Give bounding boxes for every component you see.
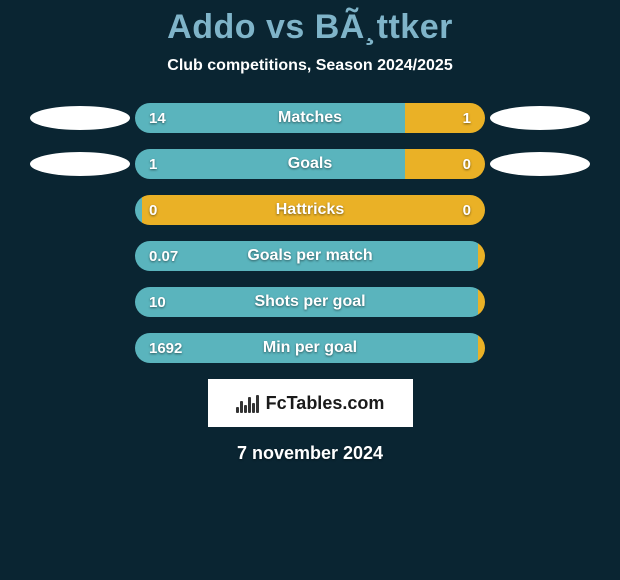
stat-bar: Min per goal1692 <box>135 333 485 363</box>
stat-row: Min per goal1692 <box>10 333 610 363</box>
player1-marker <box>25 106 135 130</box>
brand-badge: FcTables.com <box>208 379 413 427</box>
stat-row: Goals10 <box>10 149 610 179</box>
stat-value-player2: 1 <box>449 103 485 133</box>
fctables-icon <box>236 393 260 413</box>
stat-value-player2 <box>457 287 485 317</box>
stat-row: Shots per goal10 <box>10 287 610 317</box>
stats-card: Addo vs BÃ¸ttker Club competitions, Seas… <box>0 0 620 580</box>
ellipse-icon <box>490 106 590 130</box>
stat-value-player2 <box>457 333 485 363</box>
stat-value-player1: 1 <box>135 149 171 179</box>
stat-bar: Goals10 <box>135 149 485 179</box>
bar-segment-player1 <box>135 287 478 317</box>
ellipse-icon <box>30 152 130 176</box>
bar-segment-player1 <box>135 149 405 179</box>
stat-bar: Matches141 <box>135 103 485 133</box>
player2-marker <box>485 152 595 176</box>
stat-bar: Goals per match0.07 <box>135 241 485 271</box>
stat-row: Goals per match0.07 <box>10 241 610 271</box>
stat-value-player1: 0.07 <box>135 241 192 271</box>
player2-marker <box>485 106 595 130</box>
stat-value-player1: 0 <box>135 195 171 225</box>
stat-value-player2: 0 <box>449 195 485 225</box>
stat-rows: Matches141Goals10Hattricks00Goals per ma… <box>10 103 610 363</box>
player1-marker <box>25 152 135 176</box>
stat-value-player1: 10 <box>135 287 180 317</box>
stat-row: Matches141 <box>10 103 610 133</box>
stat-bar: Shots per goal10 <box>135 287 485 317</box>
stat-bar: Hattricks00 <box>135 195 485 225</box>
brand-text: FcTables.com <box>266 393 385 414</box>
subtitle: Club competitions, Season 2024/2025 <box>10 57 610 75</box>
stat-value-player2: 0 <box>449 149 485 179</box>
ellipse-icon <box>30 106 130 130</box>
stat-value-player1: 1692 <box>135 333 196 363</box>
ellipse-icon <box>490 152 590 176</box>
stat-value-player1: 14 <box>135 103 180 133</box>
date-label: 7 november 2024 <box>10 443 610 464</box>
bar-segment-player2 <box>142 195 485 225</box>
stat-value-player2 <box>457 241 485 271</box>
page-title: Addo vs BÃ¸ttker <box>10 8 610 47</box>
stat-row: Hattricks00 <box>10 195 610 225</box>
